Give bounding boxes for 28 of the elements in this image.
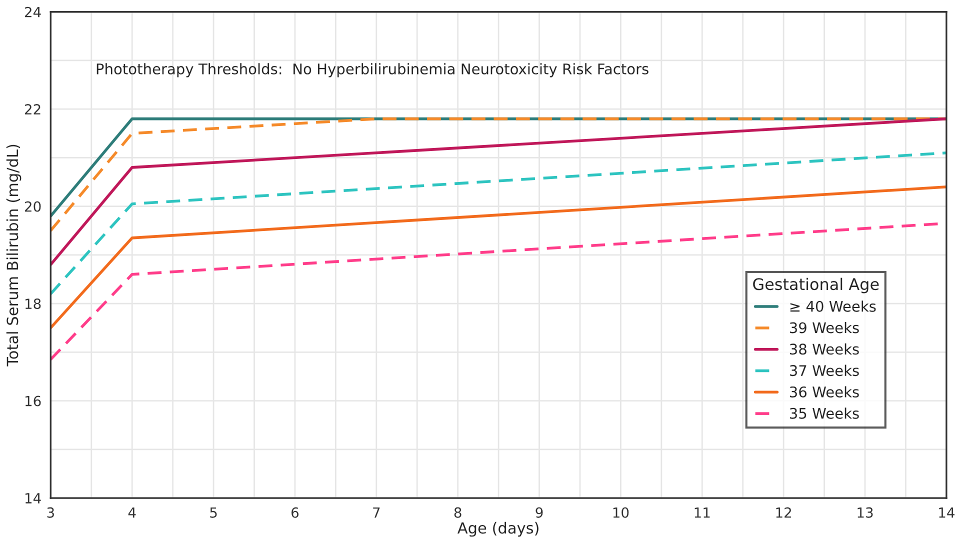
x-tick-label: 9 xyxy=(536,507,543,518)
legend-label: 36 Weeks xyxy=(790,386,859,398)
y-tick-label: 20 xyxy=(24,201,41,212)
legend-label: 37 Weeks xyxy=(790,364,859,376)
legend-label: 35 Weeks xyxy=(790,408,859,419)
y-tick-label: 18 xyxy=(25,298,41,310)
x-tick-label: 5 xyxy=(210,507,217,518)
x-tick-label: 8 xyxy=(454,507,462,518)
y-axis-title: Total Serum Bilirubin (mg/dL) xyxy=(6,144,22,366)
x-tick-label: 6 xyxy=(292,507,299,518)
y-tick-label: 16 xyxy=(25,396,41,406)
y-tick-label: 24 xyxy=(24,6,41,18)
x-tick-label: 11 xyxy=(694,507,710,518)
x-tick-label: 14 xyxy=(939,507,954,518)
x-tick-label: 13 xyxy=(858,507,873,518)
y-tick-label: 14 xyxy=(25,493,41,504)
x-tick-label: 12 xyxy=(776,507,792,518)
legend-label: 38 Weeks xyxy=(790,343,859,355)
x-axis-title: Age (days) xyxy=(457,522,538,537)
x-tick-label: 7 xyxy=(373,507,380,518)
y-tick-label: 22 xyxy=(24,104,40,114)
legend-label: 39 Weeks xyxy=(790,322,859,334)
x-tick-label: 10 xyxy=(613,507,629,518)
text: Phototherapy Thresholds: No Hyperbilirubinemia Neurotoxicity Risk Factors xyxy=(96,63,648,78)
legend-label: ≥ 40 Weeks xyxy=(790,300,876,312)
x-tick-label: 3 xyxy=(47,507,54,518)
x-tick-label: 4 xyxy=(128,507,136,518)
legend-title: Gestational Age xyxy=(753,278,879,294)
